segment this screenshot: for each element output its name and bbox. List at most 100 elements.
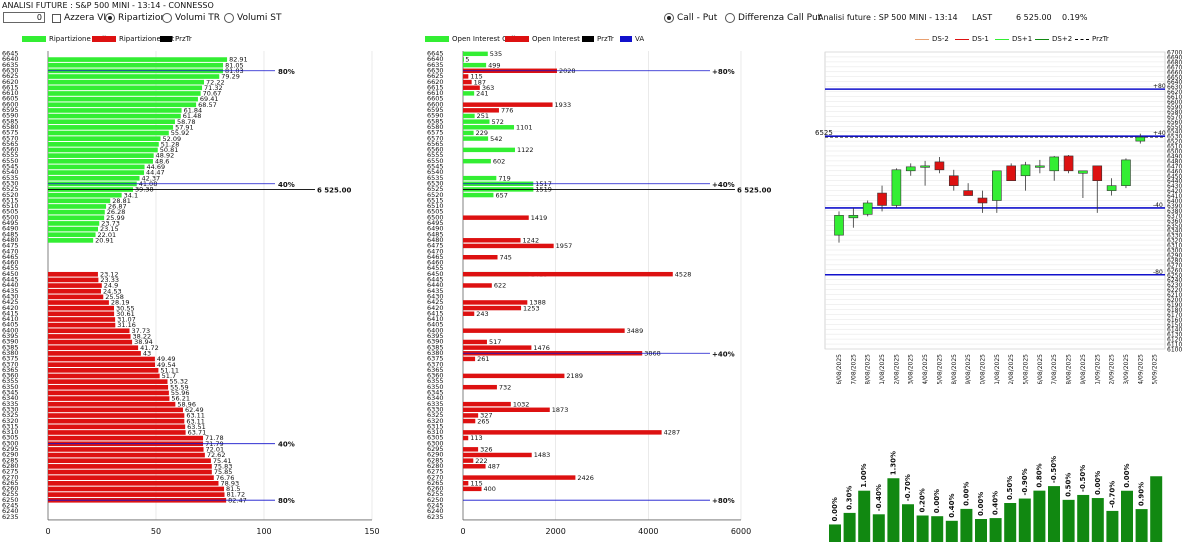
change-bar: [887, 478, 900, 542]
level-label: +80%: [712, 68, 735, 76]
radio-selected-icon: [664, 13, 674, 23]
put-bar: [48, 288, 101, 294]
ripartizione-radio[interactable]: Ripartizione: [105, 13, 172, 23]
diff-call-put-radio[interactable]: Differenza Call Put: [725, 13, 821, 23]
strike-label: 6570: [427, 134, 444, 142]
candle-body: [934, 161, 945, 171]
oi-put-bar: [463, 243, 554, 249]
put-bar: [48, 407, 183, 413]
legend-line-icon: [955, 38, 969, 40]
volumi-st-radio[interactable]: Volumi ST: [224, 13, 282, 23]
y-tick-label: 6500: [1167, 149, 1182, 156]
y-tick-label: 6600: [1167, 99, 1182, 106]
strike-label: 6605: [2, 95, 19, 103]
strike-label: 6525: [427, 185, 444, 193]
put-value-label: 72.01: [206, 446, 225, 454]
change-bar: [1048, 486, 1060, 542]
y-tick-label: 6550: [1167, 124, 1182, 131]
change-bar: [902, 504, 914, 542]
oi-put-value-label: 1253: [523, 304, 540, 312]
strike-label: 6575: [427, 129, 444, 137]
azzera-checkbox[interactable]: Azzera VI.: [52, 13, 109, 23]
strike-label: 6310: [427, 428, 444, 436]
strike-label: 6255: [2, 490, 19, 498]
strike-label: 6355: [427, 377, 444, 385]
x-tick-label: 0: [460, 527, 465, 536]
y-tick-label: 6560: [1167, 119, 1182, 126]
y-tick-label: 6380: [1167, 208, 1182, 215]
put-bar: [48, 334, 131, 339]
put-value-label: 51.7: [162, 372, 176, 380]
strike-label: 6490: [2, 225, 19, 233]
daily-change-chart: 0.00% 0.30% 1.00% -0.40% 1.30% -0.70% 0.20% 0.0…: [829, 451, 1163, 542]
call-put-radio[interactable]: Call - Put: [664, 13, 717, 23]
legend-ds-p1-label: DS+1: [1012, 35, 1033, 43]
change-bar: [1018, 498, 1031, 542]
threshold-input[interactable]: 0: [3, 12, 45, 23]
legend-prz2-label: PrzTr: [597, 35, 614, 43]
put-bar: [48, 430, 186, 435]
call-value-label: 51.28: [161, 140, 180, 148]
x-tick-label: 4000: [638, 527, 658, 536]
strike-label: 6420: [427, 304, 444, 312]
level-label: +80%: [712, 497, 735, 505]
put-value-label: 37.73: [131, 327, 150, 335]
strike-label: 6615: [2, 83, 19, 91]
strike-label: 6370: [2, 360, 19, 368]
y-tick-label: 6590: [1167, 104, 1182, 111]
put-value-label: 75.85: [214, 468, 233, 476]
strike-label: 6435: [427, 287, 444, 295]
call-value-label: 48.92: [156, 152, 175, 160]
call-bar: [48, 96, 198, 102]
strike-label: 6505: [2, 208, 19, 216]
oi-put-value-label: 1388: [529, 299, 546, 307]
legend-line-icon: [1075, 38, 1089, 40]
strike-label: 6645: [427, 50, 444, 58]
call-value-label: 71.32: [204, 84, 223, 92]
put-bar: [48, 356, 155, 362]
oi-call-bar: [463, 130, 474, 136]
call-bar: [48, 164, 145, 170]
strike-label: 6280: [2, 462, 19, 470]
strike-label: 6340: [2, 394, 19, 402]
level-label: 80%: [278, 497, 295, 505]
change-value-label: 0.30%: [846, 486, 854, 510]
put-value-label: 63.11: [186, 412, 205, 420]
date-tick-label: 07/08/2025: [850, 354, 857, 384]
put-value-label: 55.59: [170, 383, 189, 391]
put-bar: [48, 368, 159, 373]
oi-call-bar: [463, 113, 475, 119]
volumi-tr-radio[interactable]: Volumi TR: [162, 13, 220, 23]
strike-label: 6620: [427, 78, 444, 86]
y-tick-label: 6400: [1167, 198, 1182, 205]
oi-call-bar: [463, 192, 494, 198]
put-bar: [48, 401, 176, 407]
oi-put-bar: [463, 435, 469, 441]
volumi-st-label: Volumi ST: [237, 13, 282, 23]
strike-label: 6580: [427, 123, 444, 131]
strike-label: 6400: [427, 326, 444, 334]
oi-put-value-label: 115: [470, 479, 482, 487]
strike-label: 6520: [2, 191, 19, 199]
put-value-label: 62.49: [185, 406, 204, 414]
oi-put-value-label: 732: [499, 383, 511, 391]
strike-label: 6250: [2, 496, 19, 504]
strike-label: 6450: [427, 270, 444, 278]
strike-label: 6260: [427, 485, 444, 493]
candle-body: [848, 215, 859, 219]
oi-call-value-label: 499: [488, 61, 500, 69]
call-value-label: 23.73: [101, 220, 120, 228]
strike-label: 6615: [427, 83, 444, 91]
strike-label: 6295: [2, 445, 19, 453]
call-value-label: 55.92: [171, 129, 190, 137]
date-tick-label: 01/09/2025: [1094, 354, 1101, 384]
strike-label: 6500: [2, 213, 19, 221]
date-tick-label: 03/09/2025: [1123, 354, 1130, 384]
y-tick-label: 6680: [1167, 59, 1182, 66]
strike-label: 6265: [427, 479, 444, 487]
call-bar: [48, 57, 228, 62]
change-value-label: -0.70%: [904, 474, 912, 501]
change-bar: [1121, 490, 1133, 542]
strike-label: 6625: [2, 72, 19, 80]
y-tick-label: 6520: [1167, 139, 1182, 146]
